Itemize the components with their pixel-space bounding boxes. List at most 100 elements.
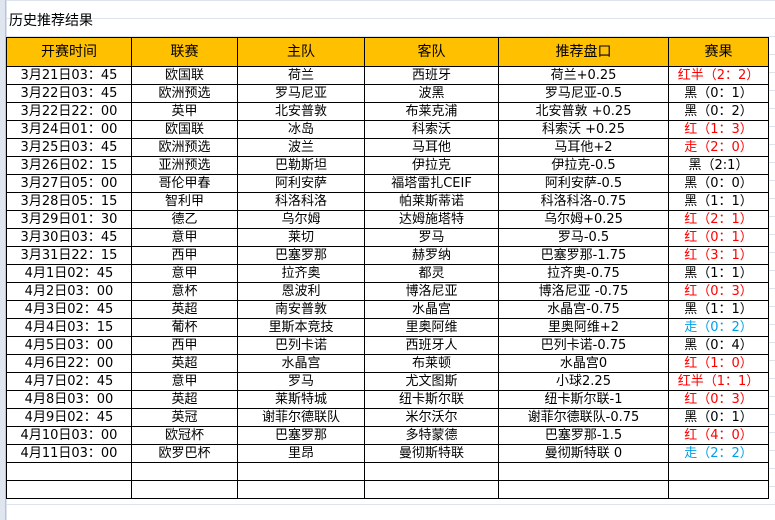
cell-home-team[interactable]: 南安普敦 <box>237 300 365 319</box>
cell-kickoff-time[interactable]: 3月31日22：15 <box>6 246 132 265</box>
cell-away-team[interactable]: 西班牙 <box>364 66 499 85</box>
cell-result[interactable]: 红（1：0） <box>668 354 769 373</box>
cell-kickoff-time[interactable]: 4月7日02：45 <box>6 372 132 391</box>
header-result[interactable]: 赛果 <box>668 37 769 67</box>
cell-kickoff-time[interactable]: 4月3日02：45 <box>6 300 132 319</box>
cell-league[interactable]: 英超 <box>131 390 238 409</box>
cell-result[interactable]: 红半（1：1） <box>668 372 769 391</box>
cell-result[interactable]: 红（0：3） <box>668 282 769 301</box>
cell-home-team[interactable]: 乌尔姆 <box>237 210 365 229</box>
cell-home-team[interactable]: 巴勒斯坦 <box>237 156 365 175</box>
cell-result[interactable]: 红（3：1） <box>668 246 769 265</box>
cell-result[interactable]: 黑（0：1） <box>668 408 769 427</box>
empty-cell[interactable] <box>6 462 132 481</box>
empty-cell[interactable] <box>364 462 499 481</box>
cell-kickoff-time[interactable]: 4月8日03：00 <box>6 390 132 409</box>
cell-away-team[interactable]: 伊拉克 <box>364 156 499 175</box>
cell-recommended-line[interactable]: 乌尔姆+0.25 <box>498 210 669 229</box>
empty-cell[interactable] <box>237 480 365 499</box>
cell-away-team[interactable]: 马耳他 <box>364 138 499 157</box>
cell-recommended-line[interactable]: 水晶宫0 <box>498 354 669 373</box>
cell-kickoff-time[interactable]: 4月10日03：00 <box>6 426 132 445</box>
cell-league[interactable]: 欧罗巴杯 <box>131 444 238 463</box>
empty-cell[interactable] <box>498 462 669 481</box>
empty-cell[interactable] <box>131 480 238 499</box>
cell-kickoff-time[interactable]: 4月4日03：15 <box>6 318 132 337</box>
header-kickoff-time[interactable]: 开赛时间 <box>6 37 132 67</box>
cell-home-team[interactable]: 拉齐奥 <box>237 264 365 283</box>
cell-home-team[interactable]: 里昂 <box>237 444 365 463</box>
cell-recommended-line[interactable]: 小球2.25 <box>498 372 669 391</box>
cell-recommended-line[interactable]: 谢菲尔德联队-0.75 <box>498 408 669 427</box>
cell-recommended-line[interactable]: 拉齐奥-0.75 <box>498 264 669 283</box>
cell-recommended-line[interactable]: 曼彻斯特联 0 <box>498 444 669 463</box>
empty-cell[interactable] <box>668 480 769 499</box>
cell-league[interactable]: 英超 <box>131 354 238 373</box>
cell-league[interactable]: 欧国联 <box>131 66 238 85</box>
cell-recommended-line[interactable]: 伊拉克-0.5 <box>498 156 669 175</box>
cell-league[interactable]: 意甲 <box>131 228 238 247</box>
cell-result[interactable]: 黑（1：1） <box>668 264 769 283</box>
cell-kickoff-time[interactable]: 4月9日02：45 <box>6 408 132 427</box>
cell-league[interactable]: 西甲 <box>131 246 238 265</box>
cell-away-team[interactable]: 帕莱斯蒂诺 <box>364 192 499 211</box>
cell-recommended-line[interactable]: 罗马尼亚-0.5 <box>498 84 669 103</box>
cell-kickoff-time[interactable]: 3月29日01：30 <box>6 210 132 229</box>
cell-result[interactable]: 黑（0：2） <box>668 102 769 121</box>
empty-cell[interactable] <box>131 462 238 481</box>
cell-kickoff-time[interactable]: 3月24日01：00 <box>6 120 132 139</box>
cell-league[interactable]: 欧洲预选 <box>131 138 238 157</box>
cell-league[interactable]: 西甲 <box>131 336 238 355</box>
cell-kickoff-time[interactable]: 4月1日02：45 <box>6 264 132 283</box>
cell-league[interactable]: 哥伦甲春 <box>131 174 238 193</box>
cell-league[interactable]: 意甲 <box>131 372 238 391</box>
cell-recommended-line[interactable]: 水晶宫-0.75 <box>498 300 669 319</box>
cell-recommended-line[interactable]: 巴塞罗那-1.75 <box>498 246 669 265</box>
cell-home-team[interactable]: 恩波利 <box>237 282 365 301</box>
cell-kickoff-time[interactable]: 3月22日22：00 <box>6 102 132 121</box>
cell-away-team[interactable]: 里奥阿维 <box>364 318 499 337</box>
cell-recommended-line[interactable]: 阿利安萨-0.5 <box>498 174 669 193</box>
cell-away-team[interactable]: 水晶宫 <box>364 300 499 319</box>
cell-away-team[interactable]: 罗马 <box>364 228 499 247</box>
cell-league[interactable]: 英冠 <box>131 408 238 427</box>
cell-kickoff-time[interactable]: 3月27日05：00 <box>6 174 132 193</box>
cell-away-team[interactable]: 尤文图斯 <box>364 372 499 391</box>
cell-league[interactable]: 智利甲 <box>131 192 238 211</box>
cell-recommended-line[interactable]: 荷兰+0.25 <box>498 66 669 85</box>
cell-away-team[interactable]: 纽卡斯尔联 <box>364 390 499 409</box>
cell-home-team[interactable]: 科洛科洛 <box>237 192 365 211</box>
cell-result[interactable]: 红（0：3） <box>668 390 769 409</box>
cell-league[interactable]: 意甲 <box>131 264 238 283</box>
cell-home-team[interactable]: 水晶宫 <box>237 354 365 373</box>
header-recommended-line[interactable]: 推荐盘口 <box>498 37 669 67</box>
cell-recommended-line[interactable]: 北安普敦 +0.25 <box>498 102 669 121</box>
header-league[interactable]: 联赛 <box>131 37 238 67</box>
cell-kickoff-time[interactable]: 3月22日03：45 <box>6 84 132 103</box>
cell-result[interactable]: 红（0：1） <box>668 228 769 247</box>
cell-recommended-line[interactable]: 巴塞罗那-1.5 <box>498 426 669 445</box>
cell-league[interactable]: 葡杯 <box>131 318 238 337</box>
cell-league[interactable]: 欧冠杯 <box>131 426 238 445</box>
cell-result[interactable]: 黑（0：1） <box>668 84 769 103</box>
cell-league[interactable]: 欧洲预选 <box>131 84 238 103</box>
cell-result[interactable]: 红（2：1） <box>668 210 769 229</box>
cell-away-team[interactable]: 多特蒙德 <box>364 426 499 445</box>
cell-result[interactable]: 黑（1：1） <box>668 192 769 211</box>
cell-result[interactable]: 走（2：2） <box>668 444 769 463</box>
empty-cell[interactable] <box>6 480 132 499</box>
cell-result[interactable]: 黑（2:1） <box>668 156 769 175</box>
cell-recommended-line[interactable]: 科索沃 +0.25 <box>498 120 669 139</box>
cell-kickoff-time[interactable]: 4月5日03：00 <box>6 336 132 355</box>
cell-kickoff-time[interactable]: 3月21日03：45 <box>6 66 132 85</box>
empty-cell[interactable] <box>364 480 499 499</box>
cell-away-team[interactable]: 布莱顿 <box>364 354 499 373</box>
cell-kickoff-time[interactable]: 3月28日05：15 <box>6 192 132 211</box>
cell-home-team[interactable]: 谢菲尔德联队 <box>237 408 365 427</box>
cell-kickoff-time[interactable]: 3月26日02：15 <box>6 156 132 175</box>
cell-away-team[interactable]: 曼彻斯特联 <box>364 444 499 463</box>
cell-recommended-line[interactable]: 科洛科洛-0.75 <box>498 192 669 211</box>
cell-home-team[interactable]: 罗马 <box>237 372 365 391</box>
cell-away-team[interactable]: 赫罗纳 <box>364 246 499 265</box>
cell-away-team[interactable]: 都灵 <box>364 264 499 283</box>
